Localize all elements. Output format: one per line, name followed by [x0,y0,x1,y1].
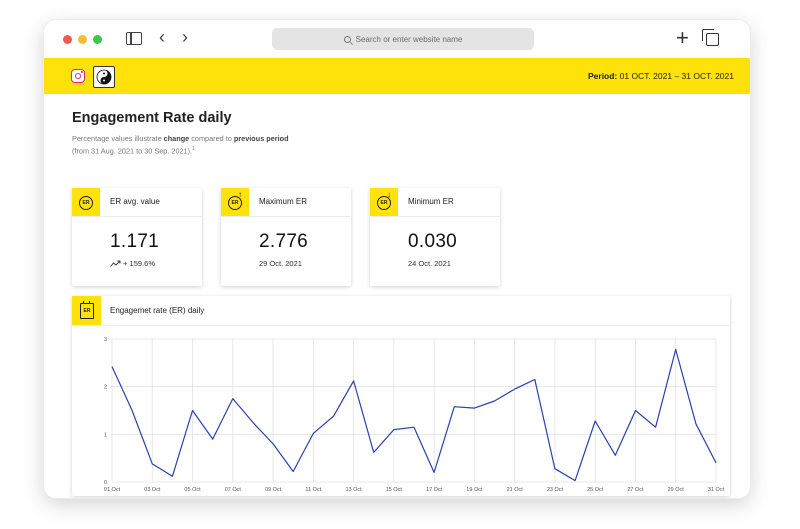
kpi-value: 0.030 [408,231,458,252]
x-tick-label: 05 Oct [184,487,201,493]
x-tick-label: 07 Oct [225,487,242,493]
x-tick-label: 23 Oct [547,487,564,493]
x-tick-label: 21 Oct [507,487,524,493]
sidebar-toggle-icon[interactable] [126,32,142,45]
x-tick-label: 27 Oct [627,487,644,493]
er-series-line [111,348,717,482]
calendar-icon-label: ER [80,301,94,319]
close-window-button[interactable] [63,35,72,44]
subtitle-text: compared to [189,134,234,143]
kpi-change: + 159.6% [110,259,155,268]
kpi-date: 24 Oct. 2021 [408,259,451,268]
x-tick-label: 31 Oct [708,487,725,493]
er-icon-label: ER [228,196,242,210]
address-bar[interactable]: Search or enter website name [272,28,534,50]
y-tick-label: 3 [104,337,107,343]
chart-header: ER Engagemet rate (ER) daily [72,296,730,326]
kpi-card-header: ER ↑ Maximum ER [221,188,351,217]
yin-yang-icon [96,69,112,85]
period-label: Period: [587,71,618,81]
search-icon [343,35,351,43]
footnote-marker: 1 [192,146,195,152]
x-tick-label: 25 Oct [587,487,604,493]
er-arrow-up-icon: ER ↑ [221,188,249,216]
kpi-card-max-er: ER ↑ Maximum ER 2.776 29 Oct. 2021 [221,188,351,286]
kpi-value: 1.171 [110,231,160,252]
arrow-down-icon: ↓ [387,190,391,199]
er-daily-chart-card: ER Engagemet rate (ER) daily 01 Oct 03 Oc… [72,296,730,496]
tab-overview-icon[interactable] [702,29,719,46]
x-tick-label: 15 Oct [386,487,403,493]
page-title: Engagement Rate daily [72,110,232,126]
period-range: Period: 01 OCT. 2021 – 31 OCT. 2021 [588,71,734,81]
calendar-er-icon: ER [72,296,101,325]
profile-avatar [93,66,115,88]
x-tick-label: 13 Oct [345,487,362,493]
y-tick-label: 0 [104,480,107,486]
chart-title: Engagemet rate (ER) daily [110,306,205,315]
kpi-change-value: + 159.6% [123,259,155,268]
subtitle-emphasis-period: previous period [233,134,289,143]
kpi-card-avg-er: ER ER avg. value 1.171 + 159.6% [72,188,202,286]
x-tick-label: 01 Oct [104,487,121,493]
er-badge-icon: ER [72,188,100,216]
browser-window: ‹ › Search or enter website name + Perio… [44,20,750,498]
er-line-chart: 01 Oct 03 Oct 05 Oct 07 Oct 09 Oct 11 Oct 13 O… [104,337,725,493]
er-arrow-down-icon: ER ↓ [370,188,398,216]
arrow-up-icon: ↑ [238,190,242,199]
report-header-banner: Period: 01 OCT. 2021 – 31 OCT. 2021 [44,58,750,94]
new-tab-plus-icon[interactable]: + [676,25,689,50]
subtitle-text: Percentage values illustrate [72,134,164,143]
subtitle-emphasis-change: change [163,134,190,143]
address-bar-placeholder: Search or enter website name [355,34,463,44]
maximize-window-button[interactable] [93,35,102,44]
y-tick-label: 2 [104,385,107,391]
instagram-icon [71,69,85,83]
kpi-card-header: ER ↓ Minimum ER [370,188,500,217]
subtitle-date-range: (from 31 Aug. 2021 to 30 Sep. 2021). [72,146,193,156]
x-tick-label: 11 Oct [305,487,321,493]
x-tick-label: 29 Oct [668,487,685,493]
kpi-card-header: ER ER avg. value [72,188,202,217]
x-tick-label: 17 Oct [426,487,443,493]
x-tick-label: 19 Oct [466,487,483,493]
x-tick-label: 09 Oct [265,487,282,493]
x-tick-label: 03 Oct [144,487,161,493]
kpi-card-min-er: ER ↓ Minimum ER 0.030 24 Oct. 2021 [370,188,500,286]
er-icon-label: ER [79,196,93,210]
kpi-value: 2.776 [259,231,309,252]
period-value: 01 OCT. 2021 – 31 OCT. 2021 [619,71,734,81]
back-arrow-icon[interactable]: ‹ [159,27,165,47]
kpi-title: Minimum ER [408,197,454,206]
kpi-title: Maximum ER [259,197,308,206]
er-icon-label: ER [377,196,391,210]
y-tick-label: 1 [104,432,107,438]
minimize-window-button[interactable] [78,35,87,44]
forward-arrow-icon[interactable]: › [182,27,188,47]
page-subtitle: Percentage values illustrate change comp… [72,134,392,156]
kpi-title: ER avg. value [110,197,160,206]
browser-toolbar: ‹ › Search or enter website name + [44,20,750,58]
report-content: Engagement Rate daily Percentage values … [44,94,750,498]
kpi-date: 29 Oct. 2021 [259,259,302,268]
trend-up-icon [110,260,121,267]
